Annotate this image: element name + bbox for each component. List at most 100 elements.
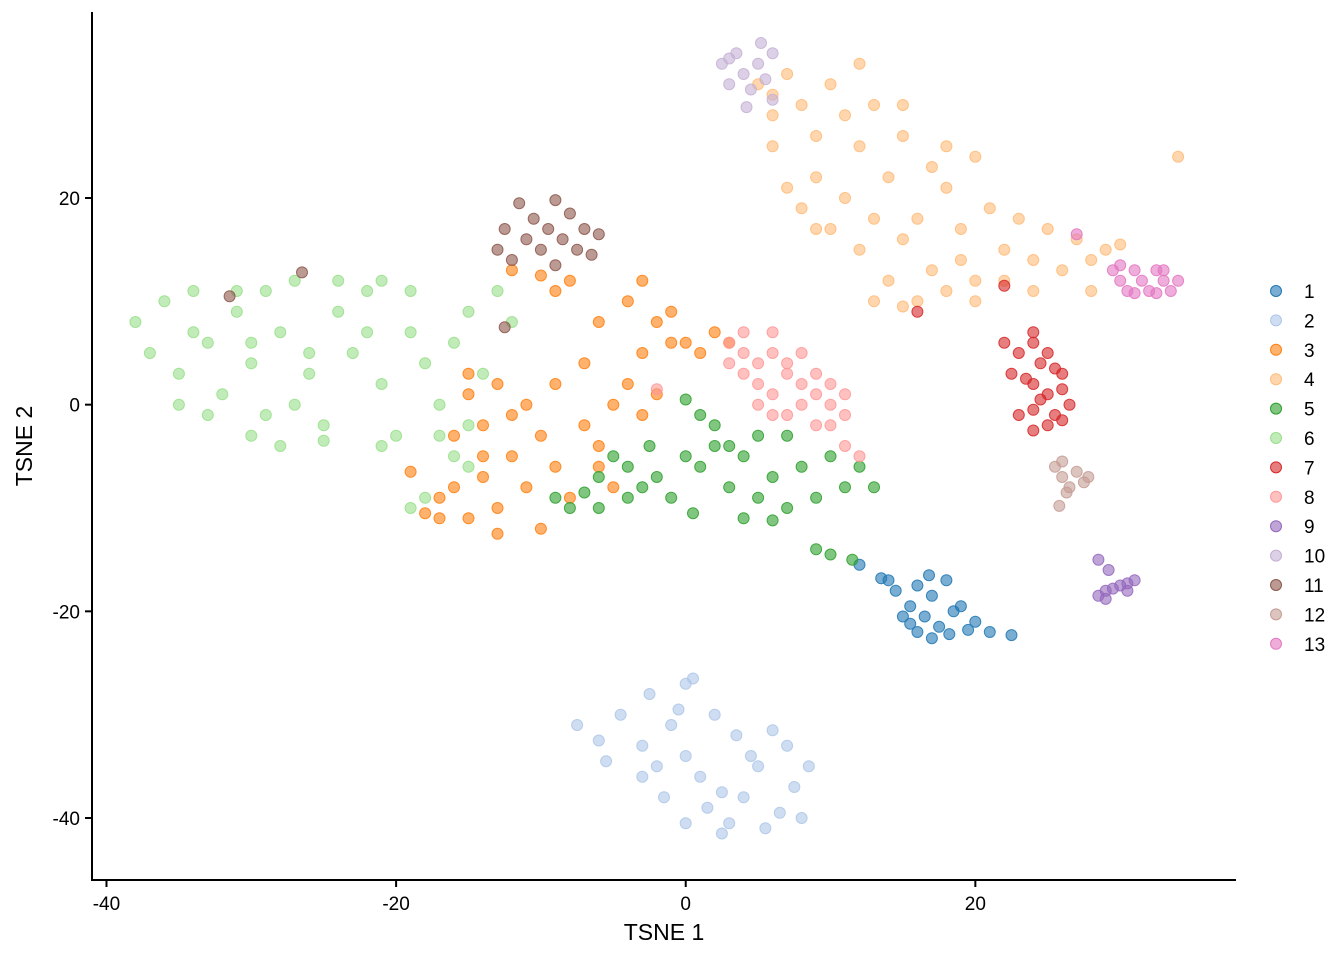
point-cluster-3	[592, 440, 605, 452]
point-cluster-8	[810, 388, 823, 401]
point-cluster-7	[1012, 347, 1025, 359]
legend-swatch	[1270, 608, 1282, 621]
point-cluster-5	[795, 460, 808, 473]
point-cluster-4	[1027, 285, 1040, 297]
cluster-6-series	[129, 274, 518, 514]
point-cluster-7	[911, 305, 924, 318]
point-cluster-3	[665, 305, 678, 318]
point-cluster-3	[636, 347, 649, 359]
x-axis-ticks: -40 -20 0 20	[93, 880, 986, 915]
legend-swatch	[1270, 637, 1282, 650]
point-cluster-3	[694, 347, 707, 359]
point-cluster-6	[361, 326, 374, 339]
point-cluster-1	[904, 617, 917, 630]
point-cluster-5	[694, 409, 707, 421]
y-axis-title: TSNE 2	[11, 406, 37, 487]
legend-item-4: 4	[1270, 370, 1315, 391]
points-layer	[129, 37, 1185, 840]
point-cluster-3	[549, 285, 562, 297]
point-cluster-3	[520, 398, 533, 411]
point-cluster-11	[571, 243, 584, 256]
point-cluster-5	[607, 450, 620, 463]
legend-item-2: 2	[1270, 311, 1315, 332]
legend-item-1: 1	[1270, 282, 1315, 303]
point-cluster-4	[868, 295, 880, 308]
point-cluster-8	[766, 388, 779, 401]
point-cluster-10	[737, 68, 750, 80]
point-cluster-1	[983, 626, 996, 638]
point-cluster-13	[1114, 259, 1127, 272]
point-cluster-2	[737, 791, 750, 804]
point-cluster-4	[969, 274, 982, 287]
legend-item-3: 3	[1270, 341, 1315, 362]
legend-swatch	[1270, 549, 1282, 562]
point-cluster-8	[650, 383, 663, 396]
point-cluster-2	[730, 729, 743, 742]
point-cluster-10	[723, 78, 736, 91]
legend-item-5: 5	[1270, 400, 1315, 421]
point-cluster-4	[925, 264, 938, 277]
x-tick-label: 0	[680, 894, 691, 915]
point-cluster-4	[853, 140, 866, 153]
point-cluster-5	[853, 460, 866, 473]
point-cluster-6	[404, 326, 417, 339]
point-cluster-11	[585, 248, 598, 261]
point-cluster-9	[1102, 564, 1115, 576]
point-cluster-4	[954, 254, 967, 266]
point-cluster-4	[853, 243, 866, 256]
point-cluster-11	[549, 259, 562, 272]
point-cluster-6	[433, 398, 446, 411]
point-cluster-3	[534, 269, 547, 282]
y-tick-label: 20	[59, 189, 80, 210]
legend-label: 3	[1304, 341, 1315, 362]
cluster-13-series	[1070, 228, 1185, 300]
point-cluster-3	[505, 264, 518, 277]
point-cluster-4	[882, 171, 895, 184]
point-cluster-8	[737, 347, 750, 359]
point-cluster-5	[723, 481, 736, 494]
legend-swatch	[1270, 490, 1282, 503]
point-cluster-11	[556, 233, 569, 246]
point-cluster-3	[477, 471, 489, 483]
point-cluster-4	[896, 233, 909, 246]
point-cluster-6	[143, 347, 156, 359]
point-cluster-5	[592, 502, 605, 514]
point-cluster-10	[766, 93, 779, 106]
point-cluster-4	[1172, 150, 1185, 163]
point-cluster-12	[1056, 455, 1069, 468]
point-cluster-8	[795, 398, 808, 411]
point-cluster-1	[954, 600, 967, 613]
point-cluster-6	[462, 460, 475, 473]
point-cluster-6	[187, 285, 200, 297]
point-cluster-4	[1085, 254, 1098, 266]
point-cluster-5	[549, 491, 562, 504]
point-cluster-3	[621, 378, 634, 390]
point-cluster-6	[375, 274, 388, 287]
point-cluster-1	[889, 584, 902, 597]
cluster-10-series	[715, 37, 779, 114]
point-cluster-4	[810, 130, 823, 142]
point-cluster-2	[636, 739, 649, 752]
point-cluster-13	[1070, 228, 1083, 241]
point-cluster-2	[679, 817, 692, 830]
point-cluster-2	[723, 817, 736, 830]
legend-label: 11	[1304, 576, 1324, 597]
point-cluster-8	[752, 357, 765, 370]
point-cluster-13	[1157, 274, 1170, 287]
point-cluster-2	[571, 719, 584, 731]
point-cluster-2	[687, 672, 699, 685]
point-cluster-3	[491, 378, 504, 390]
point-cluster-3	[563, 491, 576, 504]
x-tick-label: 20	[965, 894, 986, 915]
point-cluster-4	[940, 181, 953, 194]
point-cluster-3	[462, 367, 475, 380]
point-cluster-2	[701, 801, 714, 814]
point-cluster-3	[477, 419, 489, 432]
point-cluster-4	[766, 140, 779, 153]
point-cluster-6	[216, 388, 229, 401]
point-cluster-6	[288, 274, 301, 287]
point-cluster-4	[969, 150, 982, 163]
point-cluster-4	[766, 109, 779, 122]
point-cluster-4	[1114, 238, 1127, 251]
